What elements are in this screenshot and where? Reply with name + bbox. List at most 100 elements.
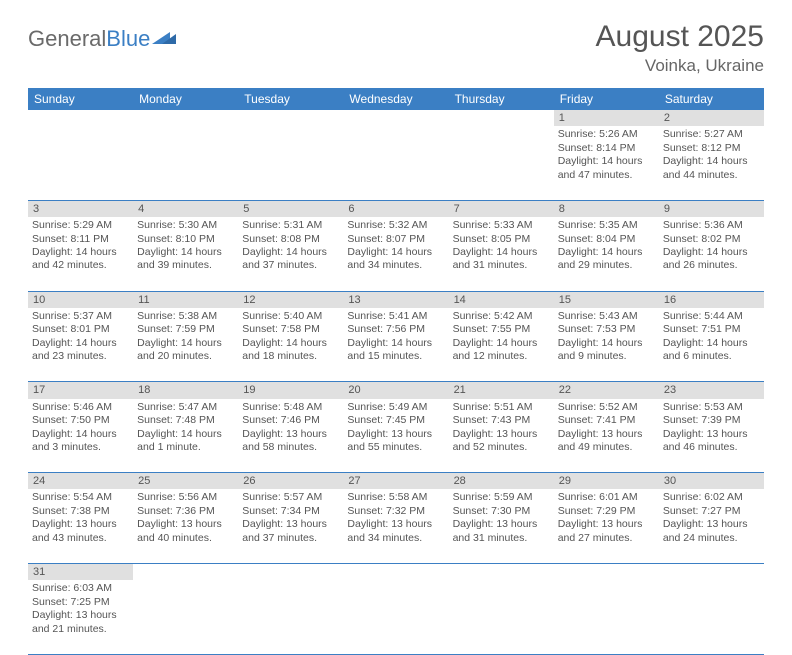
sunrise-line: Sunrise: 5:38 AM <box>137 310 234 323</box>
sunset-line: Sunset: 7:58 PM <box>242 323 339 336</box>
day-number-cell: 20 <box>343 382 448 399</box>
day-header: Sunday <box>28 88 133 110</box>
sunset-line: Sunset: 8:10 PM <box>137 233 234 246</box>
day-header: Thursday <box>449 88 554 110</box>
day-number-cell: 25 <box>133 473 238 490</box>
day-cell: Sunrise: 5:26 AMSunset: 8:14 PMDaylight:… <box>554 126 659 200</box>
day-cell <box>343 580 448 654</box>
daylight-line: Daylight: 14 hours and 23 minutes. <box>32 337 129 364</box>
sunrise-line: Sunrise: 5:41 AM <box>347 310 444 323</box>
sunset-line: Sunset: 8:07 PM <box>347 233 444 246</box>
sunrise-line: Sunrise: 5:57 AM <box>242 491 339 504</box>
daylight-line: Daylight: 14 hours and 15 minutes. <box>347 337 444 364</box>
day-cell: Sunrise: 6:02 AMSunset: 7:27 PMDaylight:… <box>659 489 764 563</box>
day-number-cell: 8 <box>554 200 659 217</box>
day-number-cell: 21 <box>449 382 554 399</box>
sunset-line: Sunset: 8:14 PM <box>558 142 655 155</box>
week-row: Sunrise: 5:54 AMSunset: 7:38 PMDaylight:… <box>28 489 764 563</box>
daylight-line: Daylight: 13 hours and 43 minutes. <box>32 518 129 545</box>
sunrise-line: Sunrise: 5:30 AM <box>137 219 234 232</box>
sunrise-line: Sunrise: 5:59 AM <box>453 491 550 504</box>
day-number-cell: 12 <box>238 291 343 308</box>
daylight-line: Daylight: 13 hours and 55 minutes. <box>347 428 444 455</box>
daylight-line: Daylight: 13 hours and 31 minutes. <box>453 518 550 545</box>
flag-icon <box>152 26 176 52</box>
sunset-line: Sunset: 7:36 PM <box>137 505 234 518</box>
day-cell <box>28 126 133 200</box>
day-number-cell <box>238 110 343 126</box>
day-number-cell: 19 <box>238 382 343 399</box>
day-number-row: 12 <box>28 110 764 126</box>
sunset-line: Sunset: 7:43 PM <box>453 414 550 427</box>
daylight-line: Daylight: 14 hours and 1 minute. <box>137 428 234 455</box>
calendar-body: 12Sunrise: 5:26 AMSunset: 8:14 PMDayligh… <box>28 110 764 654</box>
sunset-line: Sunset: 8:11 PM <box>32 233 129 246</box>
day-cell: Sunrise: 5:37 AMSunset: 8:01 PMDaylight:… <box>28 308 133 382</box>
day-number-cell <box>449 563 554 580</box>
day-number-cell: 9 <box>659 200 764 217</box>
sunset-line: Sunset: 7:27 PM <box>663 505 760 518</box>
day-header: Tuesday <box>238 88 343 110</box>
sunrise-line: Sunrise: 5:37 AM <box>32 310 129 323</box>
day-cell: Sunrise: 5:58 AMSunset: 7:32 PMDaylight:… <box>343 489 448 563</box>
day-cell <box>238 126 343 200</box>
day-number-cell: 28 <box>449 473 554 490</box>
sunrise-line: Sunrise: 6:03 AM <box>32 582 129 595</box>
sunrise-line: Sunrise: 5:31 AM <box>242 219 339 232</box>
day-cell <box>554 580 659 654</box>
day-number-cell: 23 <box>659 382 764 399</box>
sunrise-line: Sunrise: 5:27 AM <box>663 128 760 141</box>
sunrise-line: Sunrise: 5:26 AM <box>558 128 655 141</box>
day-cell: Sunrise: 5:38 AMSunset: 7:59 PMDaylight:… <box>133 308 238 382</box>
week-row: Sunrise: 5:26 AMSunset: 8:14 PMDaylight:… <box>28 126 764 200</box>
day-number-cell: 30 <box>659 473 764 490</box>
day-number-cell: 2 <box>659 110 764 126</box>
day-cell: Sunrise: 5:32 AMSunset: 8:07 PMDaylight:… <box>343 217 448 291</box>
daylight-line: Daylight: 13 hours and 24 minutes. <box>663 518 760 545</box>
daylight-line: Daylight: 13 hours and 40 minutes. <box>137 518 234 545</box>
day-cell: Sunrise: 5:30 AMSunset: 8:10 PMDaylight:… <box>133 217 238 291</box>
day-number-cell: 14 <box>449 291 554 308</box>
sunrise-line: Sunrise: 5:43 AM <box>558 310 655 323</box>
day-cell: Sunrise: 5:57 AMSunset: 7:34 PMDaylight:… <box>238 489 343 563</box>
day-number-cell <box>343 563 448 580</box>
day-cell: Sunrise: 5:52 AMSunset: 7:41 PMDaylight:… <box>554 399 659 473</box>
day-number-cell: 18 <box>133 382 238 399</box>
sunset-line: Sunset: 7:50 PM <box>32 414 129 427</box>
logo-text-general: General <box>28 26 106 52</box>
daylight-line: Daylight: 14 hours and 34 minutes. <box>347 246 444 273</box>
day-header: Monday <box>133 88 238 110</box>
week-row: Sunrise: 5:37 AMSunset: 8:01 PMDaylight:… <box>28 308 764 382</box>
day-number-row: 10111213141516 <box>28 291 764 308</box>
day-number-cell: 6 <box>343 200 448 217</box>
sunset-line: Sunset: 7:56 PM <box>347 323 444 336</box>
day-number-cell <box>449 110 554 126</box>
sunrise-line: Sunrise: 5:54 AM <box>32 491 129 504</box>
daylight-line: Daylight: 14 hours and 47 minutes. <box>558 155 655 182</box>
sunset-line: Sunset: 7:53 PM <box>558 323 655 336</box>
daylight-line: Daylight: 13 hours and 58 minutes. <box>242 428 339 455</box>
sunrise-line: Sunrise: 5:36 AM <box>663 219 760 232</box>
day-number-cell: 4 <box>133 200 238 217</box>
day-cell: Sunrise: 5:29 AMSunset: 8:11 PMDaylight:… <box>28 217 133 291</box>
day-cell: Sunrise: 5:48 AMSunset: 7:46 PMDaylight:… <box>238 399 343 473</box>
day-number-row: 17181920212223 <box>28 382 764 399</box>
sunset-line: Sunset: 7:46 PM <box>242 414 339 427</box>
day-cell <box>449 126 554 200</box>
daylight-line: Daylight: 13 hours and 27 minutes. <box>558 518 655 545</box>
day-number-cell <box>238 563 343 580</box>
daylight-line: Daylight: 14 hours and 20 minutes. <box>137 337 234 364</box>
day-number-cell: 24 <box>28 473 133 490</box>
day-number-cell: 27 <box>343 473 448 490</box>
sunset-line: Sunset: 7:25 PM <box>32 596 129 609</box>
sunset-line: Sunset: 7:39 PM <box>663 414 760 427</box>
title-block: August 2025 Voinka, Ukraine <box>596 20 764 76</box>
daylight-line: Daylight: 13 hours and 49 minutes. <box>558 428 655 455</box>
day-cell: Sunrise: 5:42 AMSunset: 7:55 PMDaylight:… <box>449 308 554 382</box>
sunset-line: Sunset: 7:34 PM <box>242 505 339 518</box>
day-number-cell: 13 <box>343 291 448 308</box>
sunrise-line: Sunrise: 5:35 AM <box>558 219 655 232</box>
sunset-line: Sunset: 7:29 PM <box>558 505 655 518</box>
day-number-cell <box>659 563 764 580</box>
sunrise-line: Sunrise: 5:32 AM <box>347 219 444 232</box>
